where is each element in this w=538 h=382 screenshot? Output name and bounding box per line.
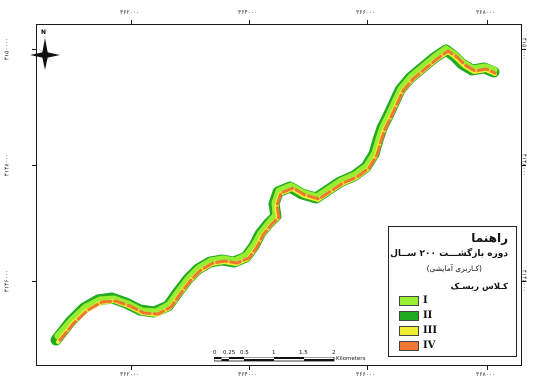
tick-mark (367, 366, 368, 370)
scale-label: 0.5 (240, 350, 249, 356)
tick-mark (522, 165, 526, 166)
legend-label: IV (423, 340, 436, 351)
x-tick-label-top: ۳۶۴۰۰۰ (238, 9, 258, 16)
map-legend: راهنما دوره بازگشـــت ۲۰۰ ســال (کـاربری… (388, 226, 517, 357)
tick-mark (32, 281, 36, 282)
north-arrow-icon: N (28, 29, 62, 72)
x-tick-label-bottom: ۳۶۴۰۰۰ (238, 371, 258, 378)
river-zone-class-i (54, 45, 498, 340)
tick-mark (487, 20, 488, 24)
north-label: N (41, 29, 47, 36)
scale-label: 1.5 (299, 350, 308, 356)
y-tick-label-left: ۴۱۴۶۰۰۰ (3, 269, 11, 293)
y-tick-label-left: ۴۱۴۸۰۰۰ (3, 153, 11, 177)
legend-return-period: دوره بازگشـــت ۲۰۰ ســال (390, 249, 508, 259)
swatch-class-iii (399, 326, 419, 336)
tick-mark (131, 366, 132, 370)
scale-label: 0.25 (223, 350, 236, 356)
tick-mark (32, 165, 36, 166)
swatch-class-iv (399, 341, 419, 351)
x-tick-label-top: ۳۶۲۰۰۰ (120, 9, 140, 16)
legend-label: I (423, 295, 428, 306)
x-tick-label-top: ۳۶۶۰۰۰ (356, 9, 376, 16)
tick-mark (249, 20, 250, 24)
legend-label: III (423, 325, 438, 336)
legend-land-use-note: (کـاربری آمایشی) (426, 264, 482, 273)
tick-mark (367, 20, 368, 24)
scale-label: 1 (272, 350, 276, 356)
x-tick-label-bottom: ۳۶۸۰۰۰ (476, 371, 496, 378)
tick-mark (249, 366, 250, 370)
legend-title: راهنما (471, 231, 508, 245)
tick-mark (32, 49, 36, 50)
x-tick-label-top: ۳۶۸۰۰۰ (476, 9, 496, 16)
tick-mark (522, 281, 526, 282)
tick-mark (487, 366, 488, 370)
tick-mark (522, 49, 526, 50)
scale-label: 2 (332, 350, 336, 356)
river-risk-map (50, 44, 500, 346)
x-tick-label-bottom: ۳۶۲۰۰۰ (120, 371, 140, 378)
river-zone-class-iv (58, 49, 497, 342)
swatch-class-i (399, 296, 419, 306)
scale-label: 0 (213, 350, 217, 356)
y-tick-label-left: ۴۱۵۰۰۰۰ (3, 37, 11, 61)
scale-unit: Kilometers (336, 356, 366, 362)
x-tick-label-bottom: ۳۶۶۰۰۰ (356, 371, 376, 378)
legend-label: II (423, 310, 433, 321)
tick-mark (131, 20, 132, 24)
legend-class-heading: کـلاس ریسـک (450, 282, 508, 292)
swatch-class-ii (399, 311, 419, 321)
